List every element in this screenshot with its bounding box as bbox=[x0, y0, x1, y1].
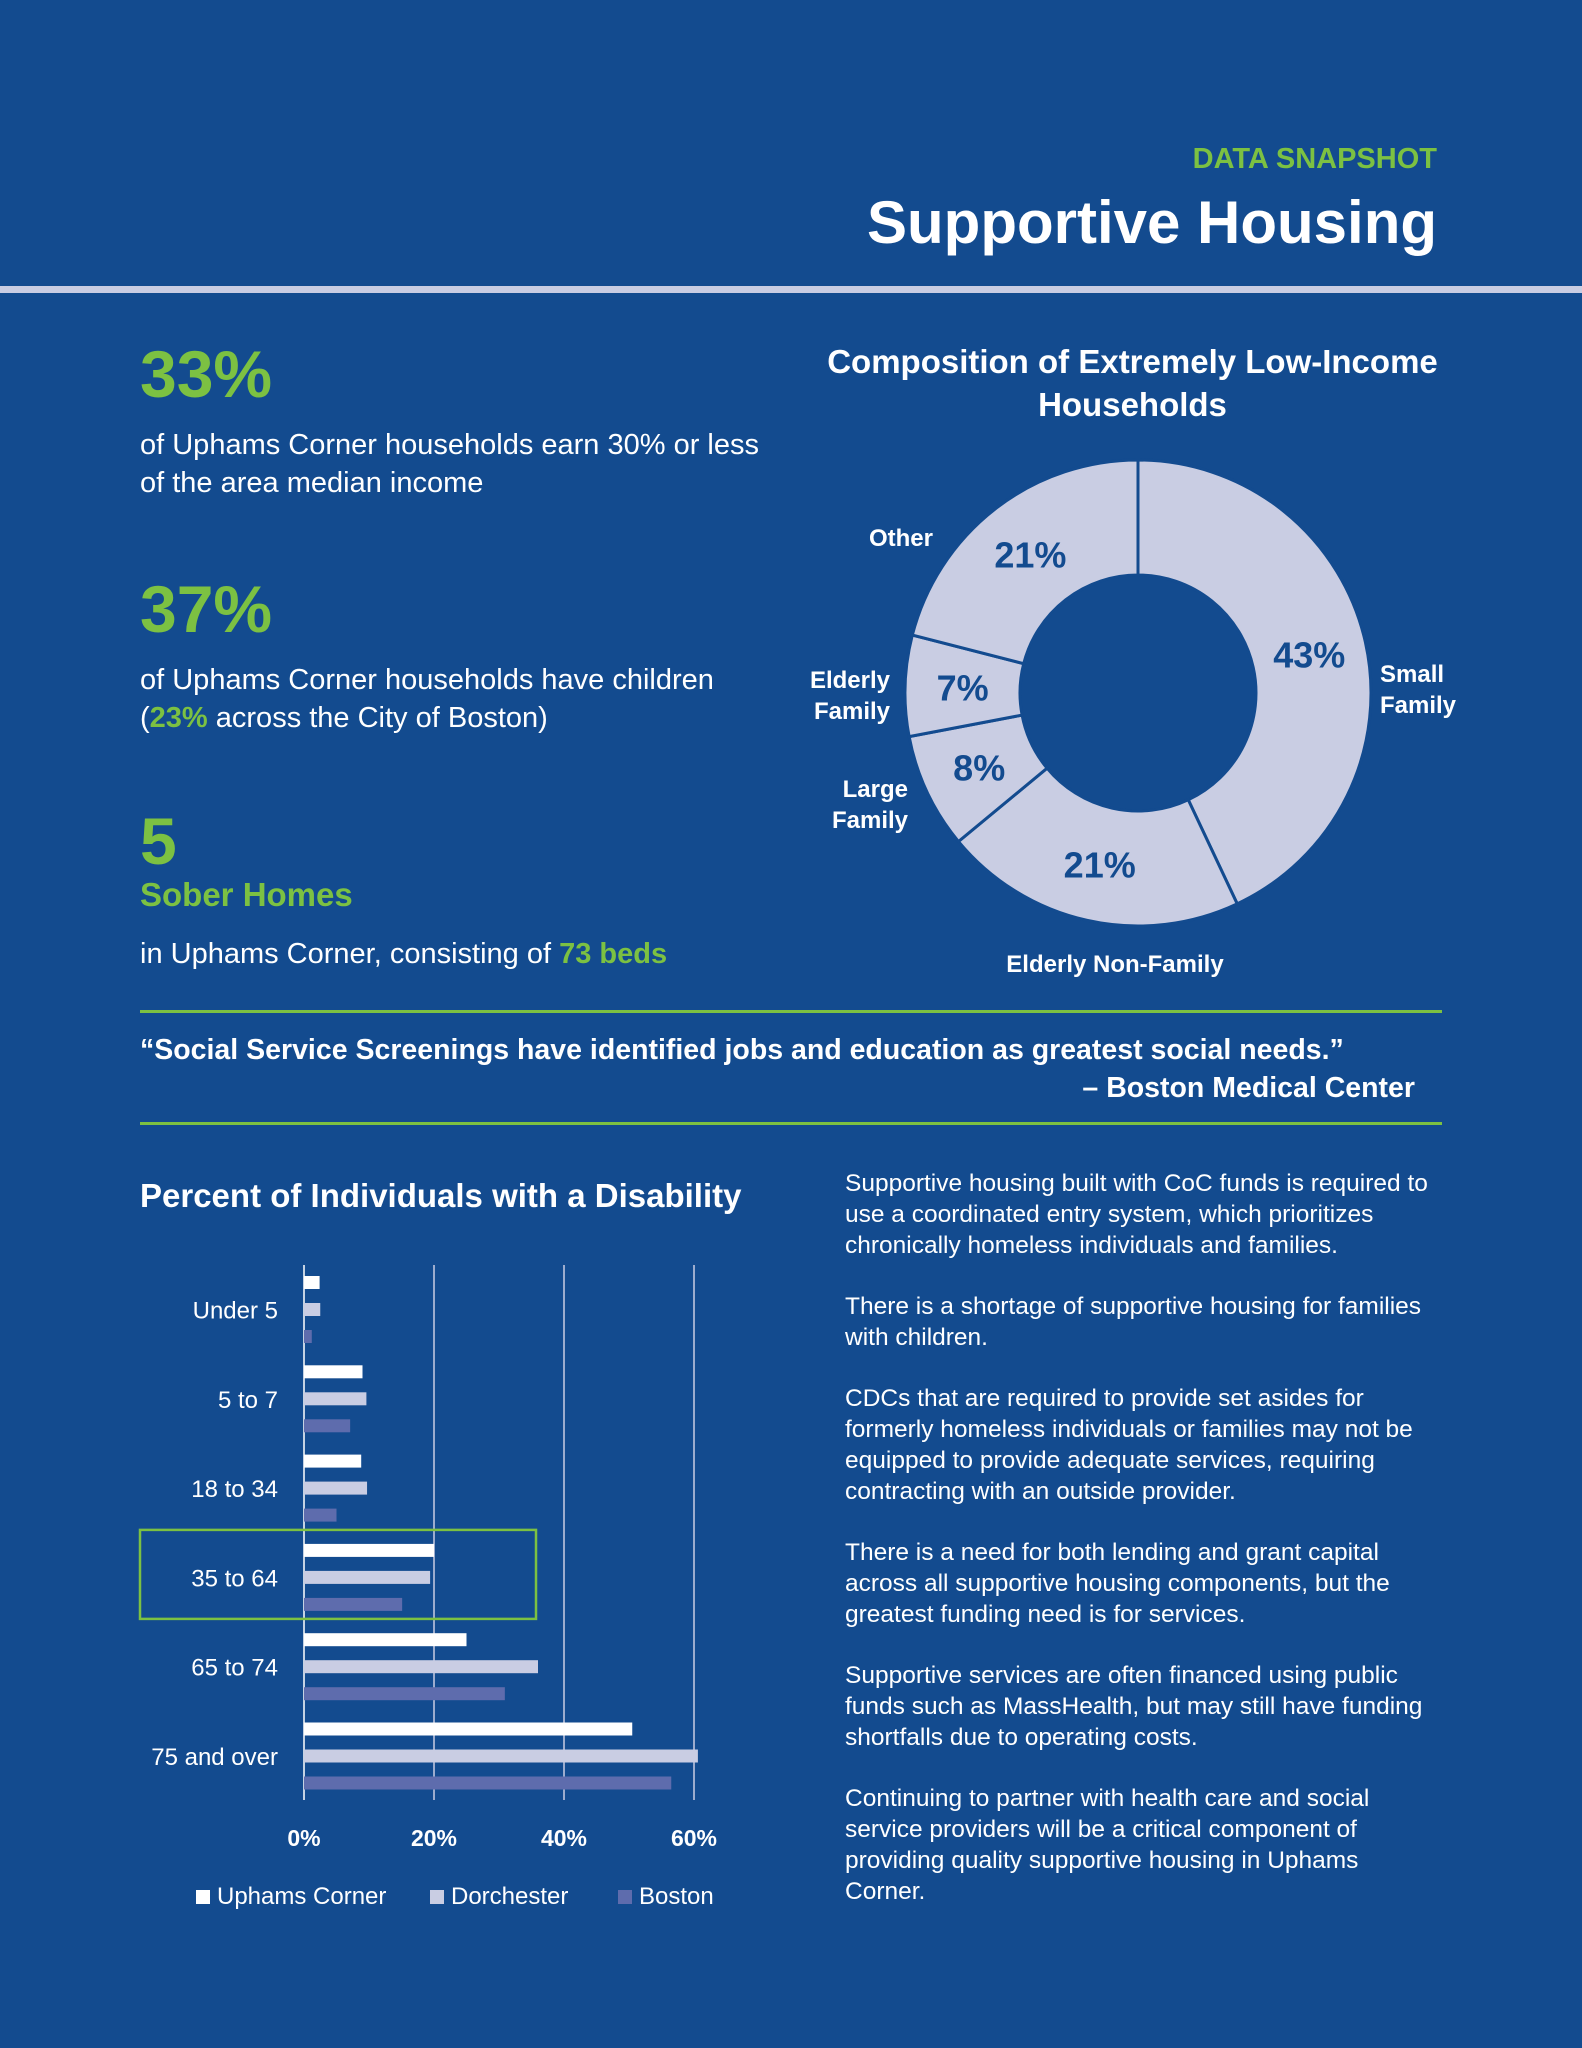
stat-sober-homes-value: 5 bbox=[140, 804, 177, 878]
bar-dorchester-65-to-74 bbox=[304, 1660, 538, 1674]
x-tick-label: 60% bbox=[671, 1825, 717, 1851]
legend-label-boston: Boston bbox=[639, 1883, 714, 1910]
bar-boston-18-to-34 bbox=[304, 1508, 337, 1522]
bar-boston-5-to-7 bbox=[304, 1419, 351, 1433]
bar-boston-65-to-74 bbox=[304, 1687, 505, 1701]
legend-swatch-boston bbox=[618, 1890, 632, 1904]
eyebrow-label: DATA SNAPSHOT bbox=[1192, 143, 1437, 175]
stat-sober-homes-description: in Uphams Corner, consisting of 73 beds bbox=[140, 935, 780, 973]
bar-dorchester-5-to-7 bbox=[304, 1392, 367, 1406]
legend-swatch-uphams-corner bbox=[196, 1890, 210, 1904]
note-paragraph: Supportive housing built with CoC funds … bbox=[845, 1170, 1428, 1259]
donut-slice-other bbox=[910, 458, 1140, 666]
donut-category-label: Other bbox=[869, 525, 933, 552]
stat-low-income-description: of Uphams Corner households earn 30% or … bbox=[140, 429, 759, 499]
bar-uphams-corner-under-5 bbox=[304, 1276, 320, 1289]
bar-dorchester-75-and-over bbox=[304, 1749, 698, 1763]
stat-children-description: of Uphams Corner households have childre… bbox=[140, 661, 760, 737]
bar-boston-75-and-over bbox=[304, 1776, 672, 1790]
stat-children-boston-highlight: 23% bbox=[149, 702, 208, 734]
bar-uphams-corner-35-to-64 bbox=[304, 1543, 434, 1557]
legend-label-dorchester: Dorchester bbox=[451, 1883, 568, 1910]
x-tick-label: 20% bbox=[411, 1825, 457, 1851]
donut-slice-small-family bbox=[1136, 458, 1373, 906]
note-paragraph: There is a shortage of supportive housin… bbox=[845, 1293, 1422, 1351]
donut-value-label: 21% bbox=[994, 534, 1066, 575]
x-tick-label: 0% bbox=[287, 1825, 320, 1851]
stat-beds-highlight: 73 beds bbox=[559, 938, 668, 970]
bar-category-label: Under 5 bbox=[193, 1298, 278, 1325]
donut-category-label: Large Family bbox=[832, 776, 909, 834]
page-title: Supportive Housing bbox=[867, 189, 1437, 256]
stat-sober-homes-text: in Uphams Corner, consisting of bbox=[140, 938, 560, 970]
donut-value-label: 8% bbox=[953, 748, 1005, 789]
note-paragraph: There is a need for both lending and gra… bbox=[845, 1539, 1390, 1628]
note-paragraph: Supportive services are often financed u… bbox=[845, 1662, 1423, 1751]
quote-text: “Social Service Screenings have identifi… bbox=[140, 1034, 1344, 1066]
bar-uphams-corner-5-to-7 bbox=[304, 1365, 363, 1379]
donut-chart: 43% Small Family 21% Elderly Non-Family 8% Lar… bbox=[810, 458, 1457, 978]
header-divider bbox=[0, 286, 1582, 293]
quote-bottom-divider bbox=[140, 1122, 1442, 1125]
bar-dorchester-under-5 bbox=[304, 1303, 321, 1316]
bar-category-label: 35 to 64 bbox=[191, 1565, 278, 1592]
donut-category-label: Elderly Non-Family bbox=[1006, 951, 1224, 978]
stat-children-text-before: of Uphams Corner households have childre… bbox=[140, 664, 714, 734]
bar-uphams-corner-65-to-74 bbox=[304, 1633, 467, 1647]
donut-value-label: 21% bbox=[1064, 844, 1136, 885]
donut-value-label: 7% bbox=[937, 667, 989, 708]
note-paragraph: CDCs that are required to provide set as… bbox=[845, 1385, 1413, 1505]
bar-uphams-corner-75-and-over bbox=[304, 1722, 633, 1736]
bar-category-label: 65 to 74 bbox=[191, 1655, 278, 1682]
bar-uphams-corner-18-to-34 bbox=[304, 1454, 362, 1468]
donut-category-label: Small Family bbox=[1380, 661, 1457, 719]
x-tick-label: 40% bbox=[541, 1825, 587, 1851]
bar-category-label: 75 and over bbox=[151, 1744, 278, 1771]
bar-dorchester-35-to-64 bbox=[304, 1570, 431, 1584]
note-paragraph: Continuing to partner with health care a… bbox=[845, 1785, 1370, 1905]
notes-column: Supportive housing built with CoC funds … bbox=[845, 1168, 1445, 1937]
stat-children-text-after: across the City of Boston) bbox=[207, 702, 548, 734]
quote-top-divider bbox=[140, 1010, 1442, 1013]
bar-dorchester-18-to-34 bbox=[304, 1481, 368, 1495]
quote-source: – Boston Medical Center bbox=[1082, 1072, 1415, 1104]
bar-chart-title: Percent of Individuals with a Disability bbox=[140, 1177, 742, 1214]
donut-category-label: Elderly Family bbox=[810, 667, 891, 725]
donut-slice-elderly-non-family bbox=[956, 766, 1240, 928]
donut-chart-title: Composition of Extremely Low-Income Hous… bbox=[827, 343, 1438, 423]
stat-sober-homes-subtitle: Sober Homes bbox=[140, 876, 353, 913]
stat-children-value: 37% bbox=[140, 572, 273, 646]
bar-category-label: 5 to 7 bbox=[218, 1387, 278, 1414]
legend-label-uphams-corner: Uphams Corner bbox=[217, 1883, 386, 1910]
bar-chart: Under 5 5 to 7 18 to 34 35 to 64 65 to 74 75 … bbox=[138, 1265, 717, 1910]
donut-value-label: 43% bbox=[1273, 635, 1345, 676]
bar-boston-35-to-64 bbox=[304, 1597, 403, 1611]
bar-category-label: 18 to 34 bbox=[191, 1476, 278, 1503]
stat-low-income-value: 33% bbox=[140, 337, 273, 411]
highlight-box bbox=[138, 1528, 538, 1621]
bar-boston-under-5 bbox=[304, 1330, 312, 1343]
legend-swatch-dorchester bbox=[430, 1890, 444, 1904]
